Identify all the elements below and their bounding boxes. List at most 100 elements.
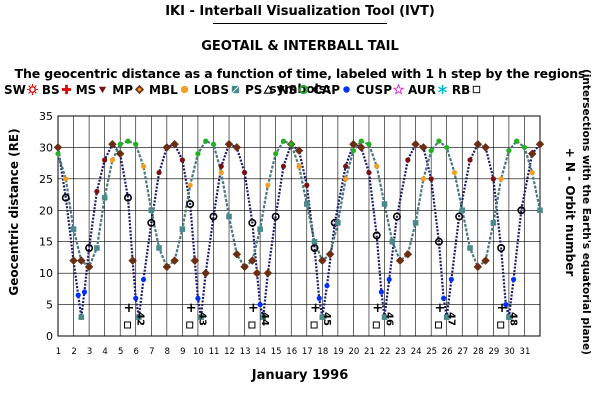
data-point <box>252 268 262 278</box>
asterisk-icon <box>437 84 447 95</box>
data-point <box>203 138 209 144</box>
square-icon <box>231 85 240 94</box>
rb-marker <box>248 321 256 329</box>
data-point <box>55 151 61 157</box>
data-point <box>428 176 434 182</box>
data-point <box>85 244 94 253</box>
sun-icon <box>26 84 38 95</box>
data-point <box>260 314 267 320</box>
x-tick-label: 16 <box>286 347 297 357</box>
star-icon <box>393 84 404 95</box>
orbit-axis-label: + N - Orbit number <box>563 147 577 277</box>
y-tick-label: 15 <box>39 236 53 249</box>
series-line <box>56 139 542 269</box>
data-point <box>156 169 162 176</box>
data-point <box>490 220 497 226</box>
data-point <box>108 140 117 149</box>
data-point <box>537 207 543 214</box>
data-point <box>195 295 201 301</box>
data-point <box>374 163 380 169</box>
data-point <box>356 143 366 152</box>
data-point <box>288 141 294 147</box>
x-tick-label: 21 <box>364 347 375 357</box>
title-underline <box>213 23 387 24</box>
data-point <box>125 138 131 144</box>
data-point <box>366 141 372 147</box>
data-point <box>294 146 304 155</box>
data-point <box>304 182 310 188</box>
legend-item: MP <box>112 83 145 97</box>
data-point <box>263 268 273 278</box>
data-point <box>109 157 116 163</box>
triangle-down-icon <box>99 86 107 94</box>
x-tick-label: 10 <box>193 347 204 357</box>
data-point <box>481 256 490 265</box>
data-point <box>84 262 94 272</box>
data-point <box>497 244 506 253</box>
data-point <box>209 212 218 221</box>
data-point <box>241 169 248 176</box>
data-point <box>101 194 108 201</box>
data-point <box>70 226 77 232</box>
orbit-marker-sign: + <box>310 301 321 316</box>
legend-label: PS <box>244 83 263 97</box>
x-tick-label: 22 <box>380 347 391 357</box>
orbit-marker-label: 48 <box>508 312 519 326</box>
circle-open-icon <box>299 84 309 95</box>
x-tick-label: 20 <box>349 347 360 357</box>
data-point <box>61 193 70 202</box>
data-point <box>389 238 396 245</box>
x-tick-label: 8 <box>165 347 170 357</box>
data-point <box>436 138 442 144</box>
rb-marker <box>497 321 505 329</box>
data-point <box>140 276 147 283</box>
orbit-marker-label: 43 <box>197 312 208 326</box>
data-point <box>170 140 179 149</box>
data-point <box>311 238 318 245</box>
x-tick-label: 25 <box>426 347 437 357</box>
rb-marker <box>310 321 318 329</box>
y-tick-label: 0 <box>46 330 53 343</box>
data-point <box>187 182 193 188</box>
orbit-marker-sign: + <box>434 301 445 316</box>
data-point <box>455 212 464 221</box>
legend-label: BS <box>41 83 60 97</box>
x-tick-label: 4 <box>102 347 107 357</box>
legend-label: LOBS <box>193 83 229 97</box>
y-tick-label: 10 <box>39 267 53 280</box>
data-point <box>156 245 162 251</box>
rb-marker <box>186 321 194 329</box>
data-point <box>257 226 263 232</box>
x-tick-label: 29 <box>488 347 499 357</box>
data-point <box>498 176 504 182</box>
x-tick-label: 27 <box>457 347 468 357</box>
data-point <box>473 140 483 149</box>
legend-label: CUSP <box>356 83 392 97</box>
y-tick-label: 20 <box>39 204 53 217</box>
orbit-marker-label: 46 <box>383 312 394 326</box>
data-point <box>405 157 411 163</box>
data-point <box>210 141 217 147</box>
orbit-marker-label: 42 <box>135 312 146 326</box>
data-point <box>325 250 335 259</box>
data-point <box>117 141 123 147</box>
legend-label: AUR <box>408 83 436 97</box>
app-title: IKI - Interball Visualization Tool (IVT) <box>165 4 435 19</box>
legend-item: PS <box>245 83 274 97</box>
x-tick-label: 30 <box>504 347 515 357</box>
rb-marker <box>124 321 132 329</box>
data-point <box>366 169 372 176</box>
circle-icon <box>180 85 188 94</box>
x-axis-label: January 1996 <box>251 368 349 383</box>
data-point <box>392 212 401 221</box>
orbit-marker-sign: + <box>372 301 383 316</box>
data-point <box>63 176 69 182</box>
legend-item: MS <box>76 83 109 97</box>
data-point <box>324 283 330 289</box>
x-tick-label: 13 <box>240 347 251 357</box>
chart-subtitle: GEOTAIL & INTERBALL TAIL <box>201 39 399 54</box>
legend-item: SW <box>4 83 38 97</box>
data-point <box>69 256 78 265</box>
data-point <box>75 292 81 298</box>
x-tick-label: 17 <box>302 347 313 357</box>
